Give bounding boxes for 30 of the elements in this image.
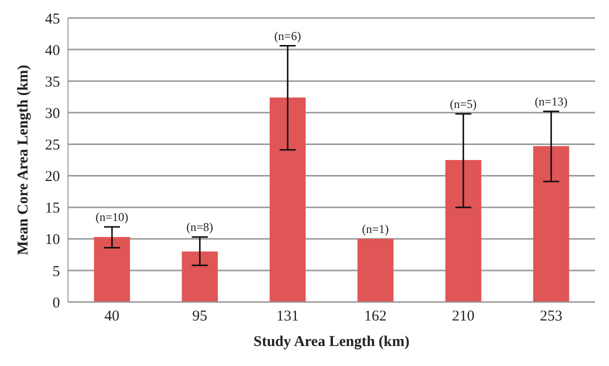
y-tick-label: 20 (45, 169, 60, 186)
y-axis-title: Mean Core Area Length (km) (15, 64, 32, 256)
x-tick-label: 95 (192, 308, 208, 325)
y-tick-label: 15 (45, 200, 60, 217)
annotation: (n=8) (186, 220, 214, 234)
y-tick-label: 30 (45, 106, 60, 122)
y-tick-label: 45 (45, 11, 60, 28)
annotation: (n=1) (362, 222, 389, 236)
bar (533, 146, 570, 302)
bar (270, 98, 306, 302)
annotation: (n=13) (534, 94, 568, 108)
y-tick-label: 10 (45, 232, 60, 248)
x-tick-label: 131 (276, 308, 299, 325)
y-tick-label: 25 (45, 138, 60, 154)
y-tick-label: 35 (45, 74, 60, 90)
bar (182, 252, 218, 302)
x-tick-label: 253 (540, 308, 562, 325)
y-tick-label: 40 (45, 42, 60, 59)
bar (445, 160, 482, 302)
bar (358, 238, 394, 302)
annotation: (n=5) (450, 96, 477, 111)
x-axis-title: Study Area Length (km) (254, 334, 410, 350)
x-tick-label: 162 (364, 308, 387, 325)
annotation: (n=10) (96, 210, 128, 224)
y-tick-label: 0 (52, 295, 60, 312)
x-tick-label: 210 (452, 308, 474, 325)
annotation: (n=6) (274, 28, 301, 43)
bar (94, 236, 130, 302)
y-tick-label: 5 (52, 264, 60, 280)
x-tick-label: 40 (104, 308, 120, 325)
